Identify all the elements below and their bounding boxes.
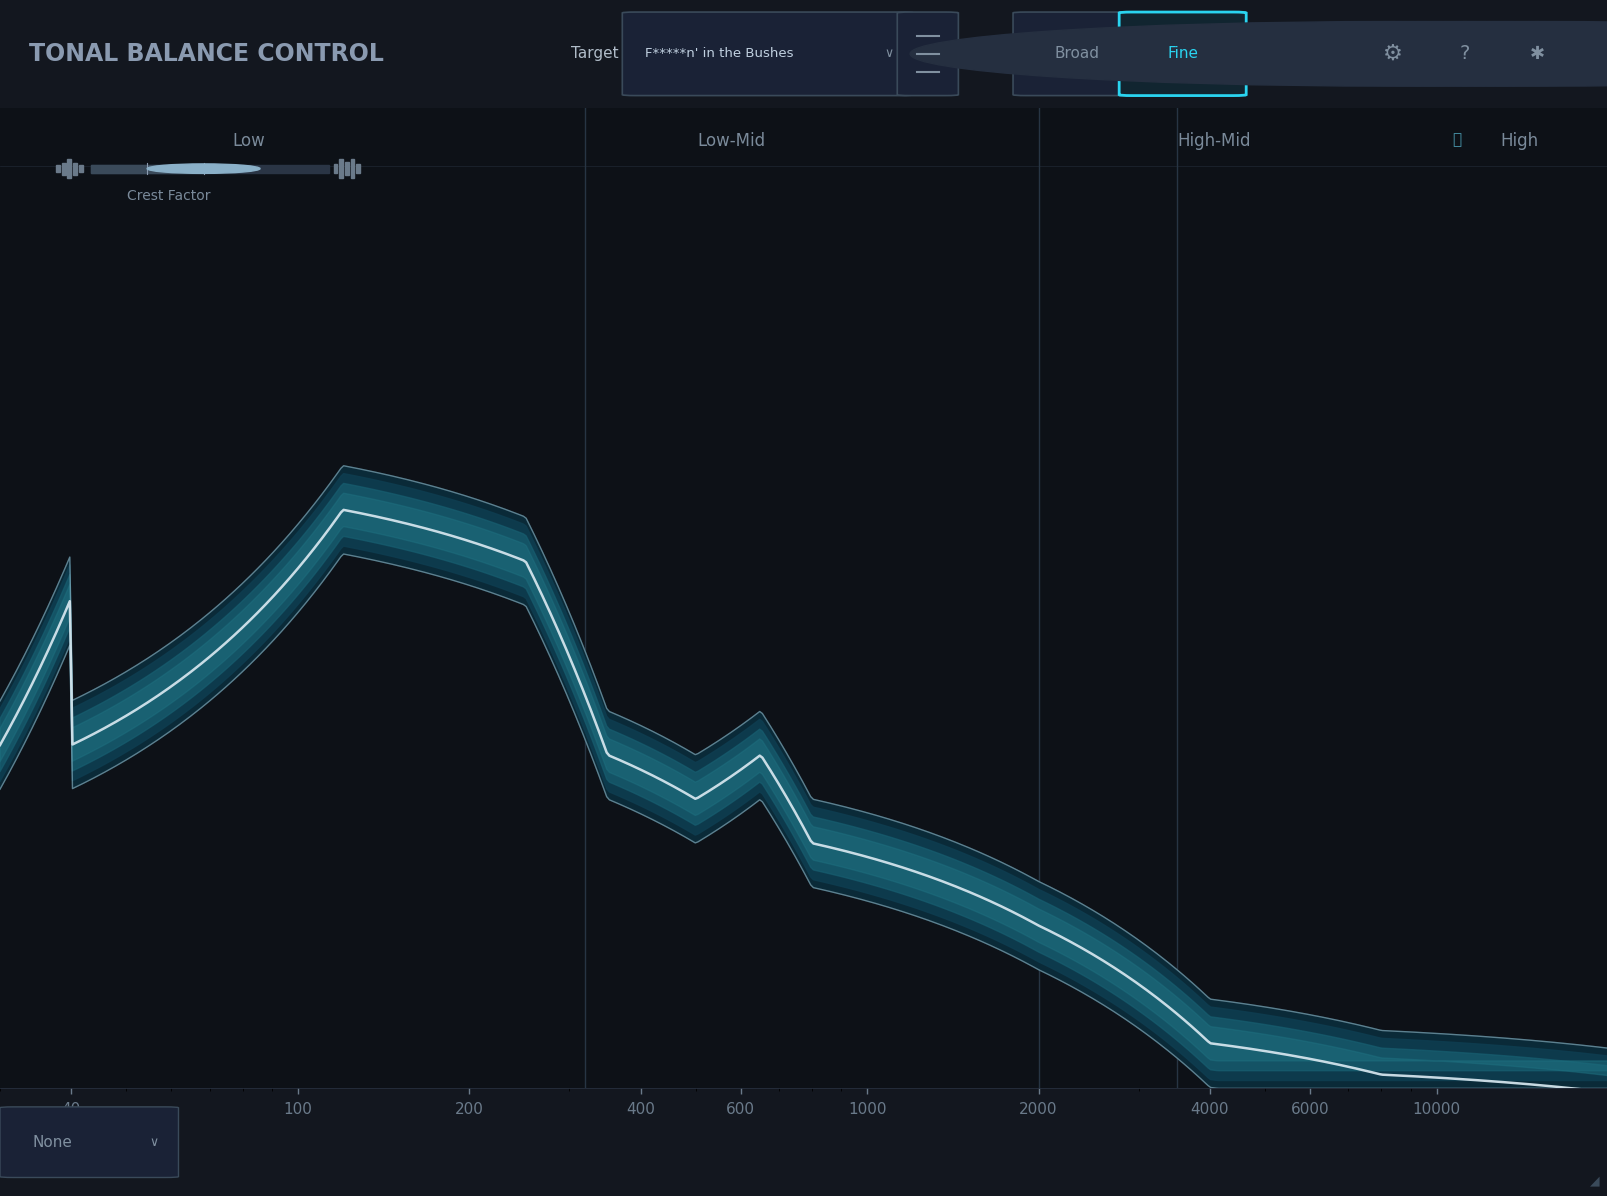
Bar	[357, 164, 360, 173]
Text: Low: Low	[233, 133, 265, 151]
Text: Target: Target	[570, 47, 619, 61]
Text: ◢: ◢	[1589, 1174, 1599, 1188]
Bar	[72, 163, 77, 175]
Text: High: High	[1499, 133, 1538, 151]
Text: ⚙: ⚙	[1382, 44, 1401, 63]
Bar	[79, 165, 82, 172]
Bar	[61, 163, 66, 175]
Bar	[346, 163, 349, 175]
FancyBboxPatch shape	[1118, 12, 1245, 96]
Bar	[56, 165, 59, 172]
Text: Fine: Fine	[1167, 47, 1197, 61]
Circle shape	[910, 22, 1607, 86]
Bar	[90, 165, 204, 172]
Bar	[350, 159, 354, 178]
Text: F*****n' in the Bushes: F*****n' in the Bushes	[644, 48, 792, 60]
Text: ?: ?	[1459, 44, 1469, 63]
Text: Low-Mid: Low-Mid	[697, 133, 765, 151]
Text: High-Mid: High-Mid	[1176, 133, 1250, 151]
Text: ✱: ✱	[1528, 44, 1544, 63]
Circle shape	[982, 22, 1607, 86]
Bar	[334, 164, 337, 173]
Text: Ⓢ: Ⓢ	[1451, 133, 1461, 147]
Circle shape	[1054, 22, 1607, 86]
Text: None: None	[32, 1135, 72, 1149]
FancyBboxPatch shape	[622, 12, 913, 96]
FancyBboxPatch shape	[897, 12, 958, 96]
Text: Broad: Broad	[1054, 47, 1098, 61]
FancyBboxPatch shape	[0, 1106, 178, 1178]
Bar	[67, 159, 71, 178]
Bar	[90, 165, 329, 172]
Text: ∨: ∨	[149, 1136, 159, 1148]
Bar	[339, 159, 342, 178]
Circle shape	[148, 164, 260, 173]
FancyBboxPatch shape	[1012, 12, 1139, 96]
Text: TONAL BALANCE CONTROL: TONAL BALANCE CONTROL	[29, 42, 384, 66]
Text: ∨: ∨	[884, 48, 893, 60]
Text: Crest Factor: Crest Factor	[127, 189, 211, 203]
